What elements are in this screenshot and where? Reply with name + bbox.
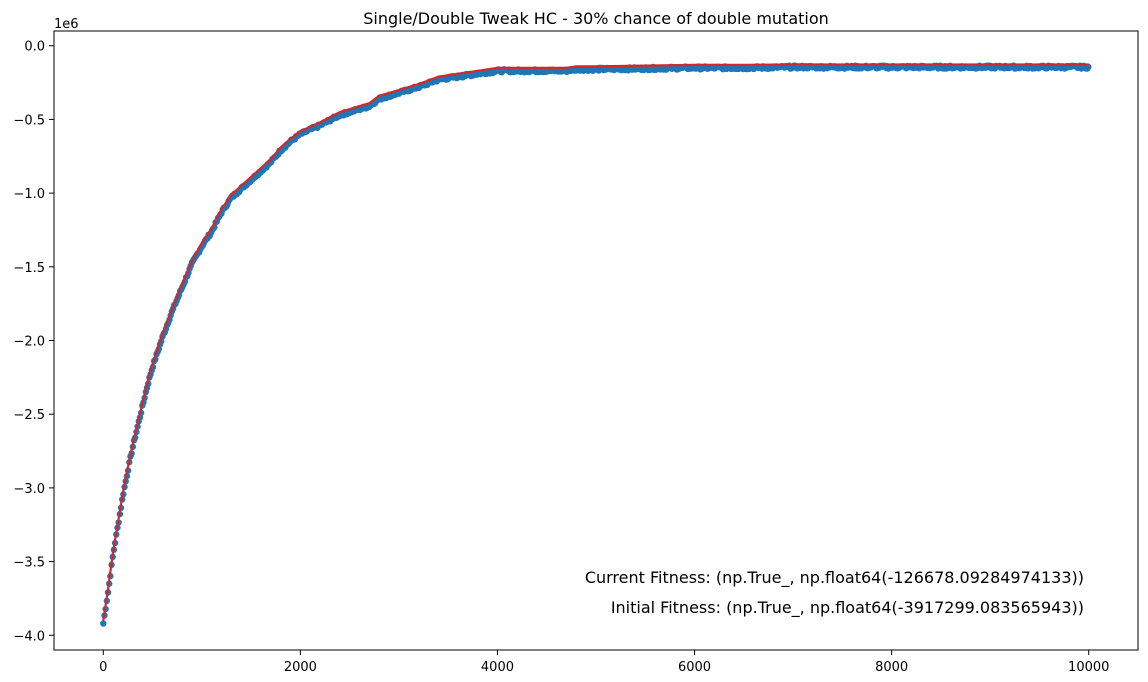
y-tick-label: −3.5 bbox=[13, 556, 45, 571]
current-fitness-annotation: Current Fitness: (np.True_, np.float64(-… bbox=[585, 568, 1084, 588]
y-offset-label: 1e6 bbox=[54, 17, 79, 32]
x-axis: 0 2000 4000 6000 8000 10000 bbox=[99, 650, 1109, 675]
y-tick-label: −0.5 bbox=[13, 113, 45, 128]
y-tick-label: −4.0 bbox=[13, 629, 45, 644]
x-tick-label: 8000 bbox=[875, 660, 908, 675]
plot-area bbox=[53, 30, 1139, 651]
y-tick-label: −3.0 bbox=[13, 482, 45, 497]
chart-title: Single/Double Tweak HC - 30% chance of d… bbox=[363, 9, 829, 28]
y-tick-label: −2.5 bbox=[13, 408, 45, 423]
y-tick-label: 0.0 bbox=[24, 40, 45, 55]
line-series bbox=[102, 63, 1089, 621]
y-axis: 0.0 −0.5 −1.0 −1.5 −2.0 −2.5 −3.0 −3.5 −4.0 bbox=[13, 40, 54, 644]
x-tick-label: 0 bbox=[99, 660, 107, 675]
initial-fitness-annotation: Initial Fitness: (np.True_, np.float64(-… bbox=[611, 598, 1084, 618]
y-tick-label: −1.0 bbox=[13, 187, 45, 202]
x-tick-label: 4000 bbox=[481, 660, 514, 675]
x-tick-label: 6000 bbox=[678, 660, 711, 675]
best-fitness-line bbox=[102, 63, 1089, 621]
x-tick-label: 2000 bbox=[284, 660, 317, 675]
y-tick-label: −2.0 bbox=[13, 335, 45, 350]
y-tick-label: −1.5 bbox=[13, 261, 45, 276]
scatter-point bbox=[100, 620, 107, 627]
x-tick-label: 10000 bbox=[1068, 660, 1109, 675]
